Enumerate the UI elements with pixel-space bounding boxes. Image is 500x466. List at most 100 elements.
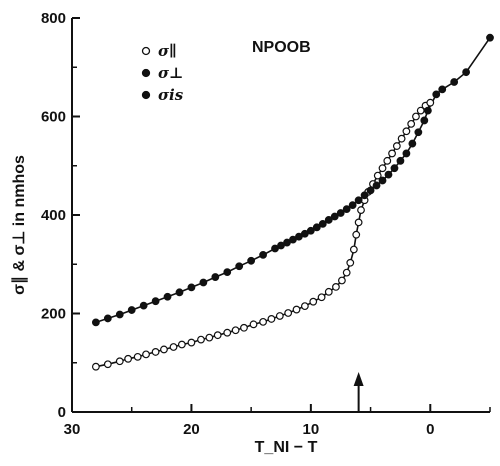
open-point xyxy=(240,323,248,332)
filled-point xyxy=(408,139,417,148)
x-tick-label: 0 xyxy=(426,421,434,438)
open-point xyxy=(342,268,351,277)
filled-point xyxy=(312,223,321,232)
filled-point xyxy=(271,244,279,253)
legend: σ∥ σ⊥ σis xyxy=(141,42,184,104)
y-tick-label: 800 xyxy=(41,10,66,27)
open-point xyxy=(388,149,396,158)
open-point xyxy=(292,305,301,314)
open-point xyxy=(397,134,406,143)
open-point xyxy=(383,156,392,165)
filled-point xyxy=(295,232,303,241)
curve-sigma-perp xyxy=(95,37,491,324)
open-point xyxy=(373,171,382,180)
open-point xyxy=(133,352,142,361)
open-point xyxy=(324,287,333,296)
open-point xyxy=(338,276,346,285)
filled-point xyxy=(438,85,447,94)
open-point xyxy=(354,218,363,227)
open-point xyxy=(275,312,284,320)
filled-point xyxy=(318,219,327,228)
chart-title: NPOOB xyxy=(252,39,311,56)
open-point xyxy=(378,164,387,173)
filled-point xyxy=(91,318,100,327)
axes: 0 200 400 600 800 30 20 10 0 T_NI − T σ∥ & σ⊥ in n… xyxy=(11,10,491,456)
x-axis-title: T_NI − T xyxy=(255,439,318,456)
open-point xyxy=(317,293,326,302)
filled-point xyxy=(342,205,351,213)
filled-point xyxy=(378,176,387,185)
filled-point xyxy=(372,181,381,190)
y-tick-label: 600 xyxy=(41,109,66,126)
curve-sigma-parallel xyxy=(95,102,431,368)
open-point xyxy=(115,357,124,366)
open-point xyxy=(160,345,168,354)
open-point xyxy=(205,333,214,342)
open-point xyxy=(352,230,361,239)
open-point xyxy=(231,326,240,335)
filled-point xyxy=(402,149,411,158)
open-point xyxy=(187,338,196,347)
open-point xyxy=(357,206,365,214)
filled-point xyxy=(289,235,297,244)
filled-point xyxy=(306,226,315,235)
filled-point xyxy=(330,212,339,221)
legend-marker xyxy=(141,90,151,100)
filled-point xyxy=(432,90,441,99)
filled-point xyxy=(450,78,459,86)
data-points xyxy=(91,33,494,371)
open-point xyxy=(267,315,276,323)
filled-point xyxy=(277,241,285,250)
filled-point xyxy=(354,196,363,205)
open-point xyxy=(392,142,401,150)
open-point xyxy=(124,354,133,363)
open-point xyxy=(213,331,222,340)
open-point xyxy=(309,297,318,306)
open-point xyxy=(151,348,160,356)
open-point xyxy=(402,127,411,136)
annotation-arrow xyxy=(353,372,364,412)
filled-point xyxy=(199,278,208,287)
filled-point xyxy=(235,262,244,271)
filled-point xyxy=(423,106,432,115)
legend-marker xyxy=(141,46,151,56)
open-point xyxy=(177,340,186,349)
arrow-head xyxy=(353,372,364,386)
filled-point xyxy=(103,314,112,323)
filled-point xyxy=(414,128,423,137)
open-point xyxy=(142,350,150,359)
filled-point xyxy=(115,310,124,319)
filled-point xyxy=(486,33,494,42)
filled-point xyxy=(390,164,399,173)
filled-point xyxy=(139,301,148,310)
filled-point xyxy=(336,209,345,217)
legend-marker xyxy=(141,68,151,78)
open-point xyxy=(223,328,232,337)
y-tick-label: 200 xyxy=(41,306,66,323)
y-tick-label: 0 xyxy=(58,404,66,421)
open-point xyxy=(426,98,435,107)
filled-point xyxy=(175,288,184,297)
open-point xyxy=(412,112,420,121)
filled-point xyxy=(360,191,369,200)
open-point xyxy=(346,258,355,267)
open-point xyxy=(249,320,258,329)
open-point xyxy=(103,360,112,369)
filled-point xyxy=(348,201,357,210)
open-point xyxy=(349,245,358,254)
x-tick-label: 20 xyxy=(183,421,200,438)
filled-point xyxy=(259,250,267,259)
filled-point xyxy=(324,216,333,224)
open-point xyxy=(259,317,267,326)
filled-point xyxy=(384,170,393,179)
y-axis-title: σ∥ & σ⊥ in nmhos xyxy=(11,155,28,295)
filled-point xyxy=(283,238,291,247)
filled-point xyxy=(396,156,405,165)
legend-label: σ∥ xyxy=(158,42,177,60)
filled-point xyxy=(420,116,429,125)
filled-point xyxy=(300,229,309,238)
open-point xyxy=(300,302,309,311)
x-tick-label: 30 xyxy=(64,421,81,438)
legend-label: σis xyxy=(158,86,184,104)
